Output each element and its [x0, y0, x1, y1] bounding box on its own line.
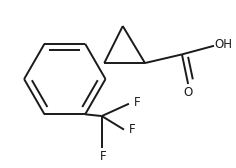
- Text: O: O: [183, 86, 193, 98]
- Text: F: F: [100, 150, 106, 163]
- Text: OH: OH: [215, 38, 233, 51]
- Text: F: F: [128, 123, 135, 136]
- Text: F: F: [133, 96, 140, 109]
